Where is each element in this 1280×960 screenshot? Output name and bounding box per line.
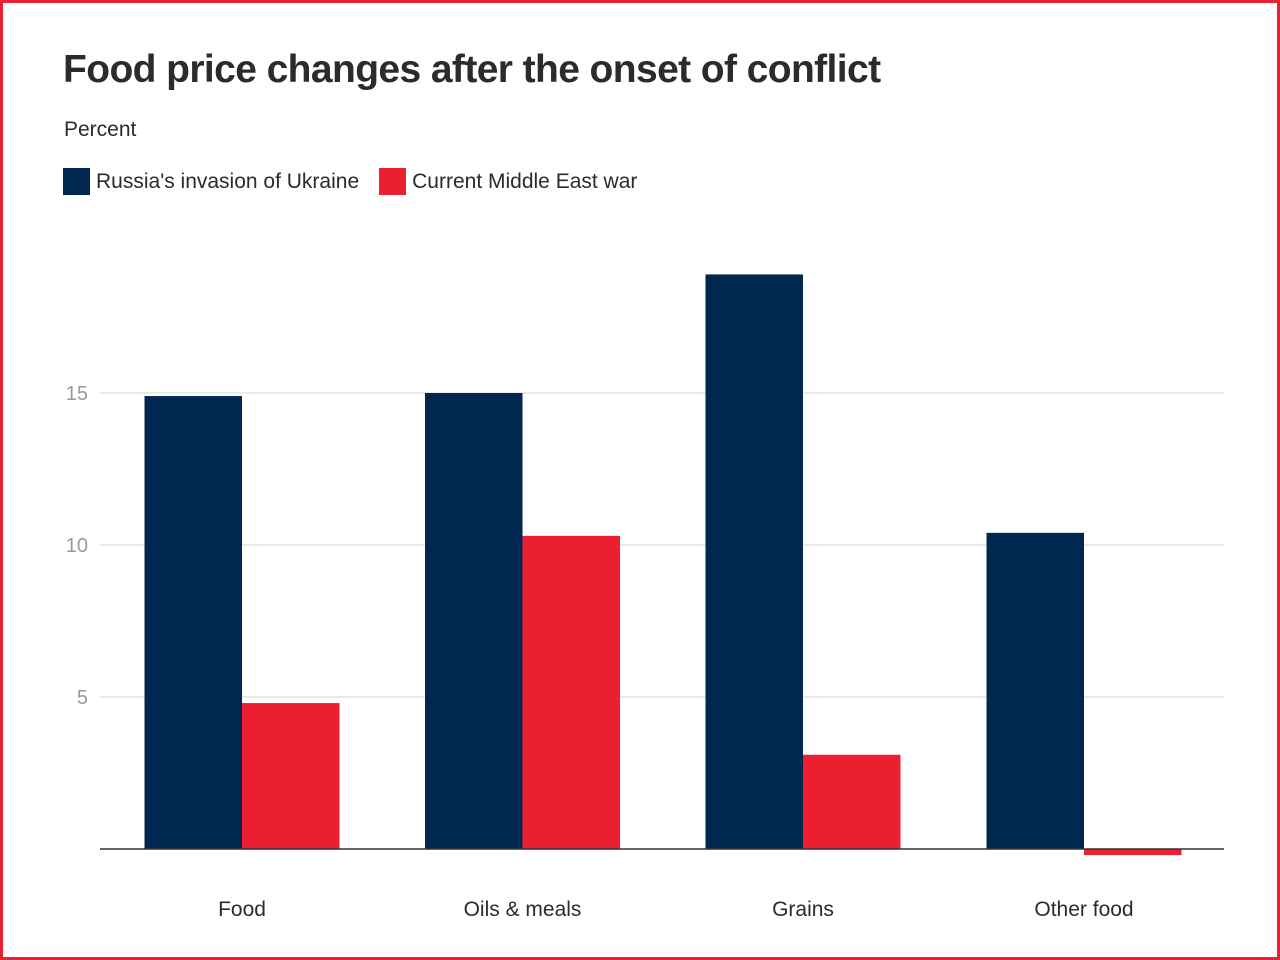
bar-ukraine-food bbox=[144, 396, 242, 849]
bar-ukraine-grains bbox=[705, 274, 803, 849]
legend-item-ukraine: Russia's invasion of Ukraine bbox=[63, 168, 359, 195]
bar-ukraine-other-food bbox=[986, 532, 1084, 849]
y-tick-label-10: 10 bbox=[66, 535, 88, 557]
x-tick-label-other-food: Other food bbox=[1034, 898, 1133, 921]
legend-label-ukraine: Russia's invasion of Ukraine bbox=[96, 169, 360, 193]
legend-item-middle-east: Current Middle East war bbox=[379, 168, 637, 195]
x-tick-label-oils-meals: Oils & meals bbox=[464, 898, 582, 921]
legend-swatch-middle-east bbox=[379, 168, 407, 195]
chart-subtitle: Percent bbox=[64, 118, 137, 141]
legend-swatch-ukraine bbox=[63, 168, 90, 195]
legend: Russia's invasion of Ukraine Current Mid… bbox=[63, 168, 657, 195]
legend-label-middle-east: Current Middle East war bbox=[412, 169, 638, 193]
x-tick-label-food: Food bbox=[218, 898, 266, 921]
bar-middle-east-grains bbox=[803, 754, 901, 849]
chart-title: Food price changes after the onset of co… bbox=[63, 48, 881, 91]
y-tick-label-5: 5 bbox=[77, 687, 88, 709]
y-tick-label-15: 15 bbox=[66, 383, 88, 405]
bar-middle-east-other-food bbox=[1084, 849, 1182, 856]
x-tick-label-grains: Grains bbox=[772, 898, 834, 921]
bar-middle-east-food bbox=[242, 703, 340, 849]
bar-middle-east-oils-meals bbox=[522, 535, 620, 849]
bar-ukraine-oils-meals bbox=[425, 393, 523, 849]
